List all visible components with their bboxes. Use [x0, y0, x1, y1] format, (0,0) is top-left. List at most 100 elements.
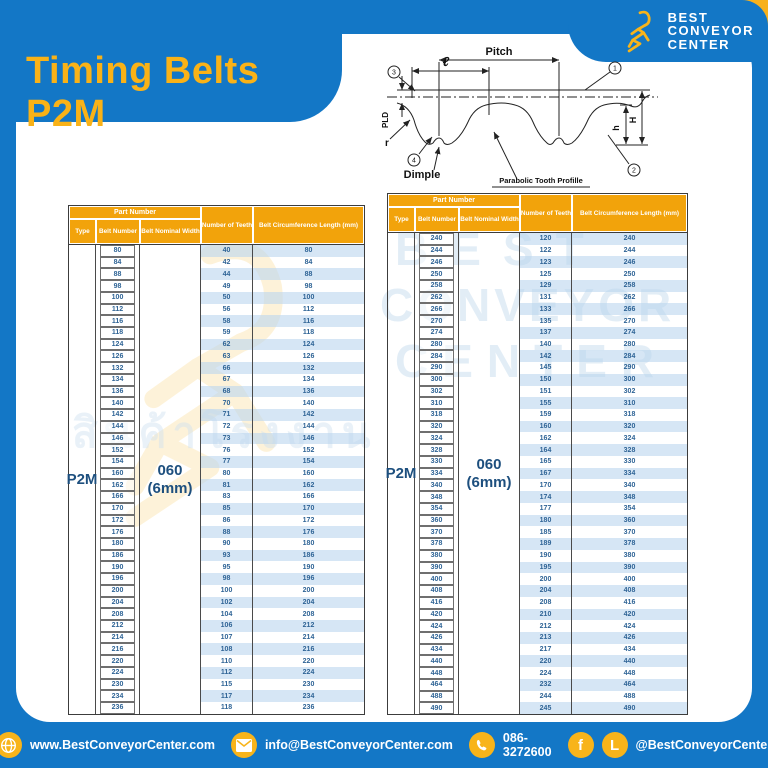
teeth-cell: 58 [201, 315, 252, 328]
callout-3-circle [387, 65, 401, 79]
belt-number-cell: 204 [100, 596, 135, 609]
teeth-cell: 167 [520, 467, 571, 480]
length-cell: 340 [623, 481, 636, 489]
teeth-cell: 177 [539, 505, 552, 513]
width-column: 060 (6mm) [459, 232, 520, 714]
belt-number-cell: 154 [100, 455, 135, 468]
footer-website: www.BestConveyorCenter.com [0, 732, 215, 758]
pitch-label: Pitch [486, 46, 513, 58]
teeth-cell: 204 [520, 585, 571, 597]
length-cell: 274 [572, 326, 687, 339]
footer-email-text: info@BestConveyorCenter.com [264, 738, 453, 752]
belt-number-cell: 162 [100, 479, 135, 492]
teeth-cell: 131 [539, 294, 552, 302]
belt-number-cell: 136 [100, 385, 135, 398]
belt-number-cell: 440 [419, 655, 454, 668]
belt-number-cell: 250 [419, 268, 454, 280]
belt-number-cell: 328 [419, 444, 454, 456]
teeth-cell: 174 [520, 491, 571, 503]
teeth-cell: 137 [520, 326, 571, 339]
length-cell: 154 [253, 455, 364, 468]
type-value: P2M [385, 465, 417, 482]
header-belt-nominal-width: Belt Nominal Width [140, 219, 201, 244]
pld-label: PLD [381, 112, 390, 128]
length-cell: 370 [623, 528, 636, 536]
length-cell: 250 [623, 270, 636, 278]
belt-number-cell: 488 [419, 690, 454, 703]
globe-icon [0, 732, 22, 758]
belt-number-cell: 116 [100, 315, 135, 328]
length-cell: 200 [302, 587, 315, 595]
length-cell: 408 [572, 585, 687, 597]
logo-line-3: CENTER [667, 36, 731, 52]
length-cell: 360 [572, 514, 687, 527]
length-cell: 140 [302, 399, 315, 407]
belt-number-cell: 280 [419, 338, 454, 351]
belt-number-cell: 214 [100, 631, 135, 644]
teeth-column: 120 122 123 125 129 131 133 135 137 140 142 145 150 1… [520, 232, 572, 715]
length-cell: 208 [302, 610, 315, 618]
teeth-cell: 102 [201, 596, 252, 609]
teeth-cell: 208 [539, 599, 552, 607]
length-cell: 152 [302, 446, 315, 454]
length-cell: 84 [304, 259, 313, 267]
length-cell: 300 [572, 373, 687, 386]
belt-number-cell: 426 [419, 631, 454, 644]
length-cell: 144 [302, 423, 315, 431]
footer-phone-text: 086-3272600 [502, 731, 552, 759]
belt-number-cell: 340 [419, 479, 454, 492]
header-belt-nominal-width: Belt Nominal Width [459, 207, 520, 232]
length-cell: 246 [572, 256, 687, 269]
teeth-cell: 71 [201, 409, 252, 421]
teeth-cell: 72 [222, 423, 231, 431]
length-cell: 354 [623, 505, 636, 513]
length-cell: 176 [253, 526, 364, 538]
belt-number-cell: 400 [419, 573, 454, 586]
teeth-cell: 86 [222, 516, 231, 524]
teeth-cell: 50 [201, 291, 252, 304]
length-cell: 216 [253, 643, 364, 656]
width-line: 060 [157, 462, 183, 480]
belt-number-cell: 262 [419, 291, 454, 304]
teeth-cell: 95 [222, 563, 231, 571]
length-column: 240 244 246 250 258 262 266 270 274 280 284 290 300 3… [572, 232, 687, 715]
belt-number-cell: 152 [100, 444, 135, 456]
belt-number-cell: 230 [100, 678, 135, 691]
teeth-cell: 67 [222, 376, 231, 384]
length-cell: 136 [253, 385, 364, 398]
teeth-cell: 76 [222, 446, 231, 454]
teeth-cell: 49 [222, 282, 231, 290]
length-cell: 234 [253, 690, 364, 703]
length-cell: 162 [253, 479, 364, 492]
teeth-cell: 165 [539, 458, 552, 466]
belt-number-cell: 146 [100, 432, 135, 445]
length-cell: 190 [302, 563, 315, 571]
length-cell: 214 [302, 634, 315, 642]
belt-number-cell: 354 [419, 502, 454, 515]
belt-profile-diagram: Pitch ℓ PLD r Dimple Parabolic Tooth Pro… [381, 46, 658, 188]
teeth-cell: 68 [201, 385, 252, 398]
length-cell: 146 [253, 432, 364, 445]
belt-number-cell: 270 [419, 315, 454, 327]
belt-number-cell: 324 [419, 432, 454, 445]
length-cell: 204 [253, 596, 364, 609]
belt-number-cell: 134 [100, 373, 135, 386]
length-cell: 490 [572, 702, 687, 715]
belt-number-cell: 424 [419, 620, 454, 632]
length-cell: 334 [572, 467, 687, 480]
belt-number-cell: 380 [419, 549, 454, 562]
belt-table-right: Part Number Type Belt Number Belt Nominal W… [385, 193, 688, 715]
length-cell: 160 [302, 470, 315, 478]
teeth-cell: 189 [520, 538, 571, 550]
teeth-cell: 90 [222, 540, 231, 548]
callout-1: 1 [613, 66, 617, 73]
belt-number-cell: 80 [100, 245, 135, 257]
belt-number-cell: 144 [100, 420, 135, 433]
length-cell: 80 [253, 245, 364, 257]
length-cell: 132 [253, 362, 364, 374]
length-cell: 98 [304, 282, 313, 290]
table-grid: Part Number Type Belt Number Belt Nominal W… [385, 193, 688, 715]
belt-number-cell: 196 [100, 573, 135, 585]
belt-number-cell: 170 [100, 502, 135, 515]
belt-number-cell: 216 [100, 643, 135, 656]
